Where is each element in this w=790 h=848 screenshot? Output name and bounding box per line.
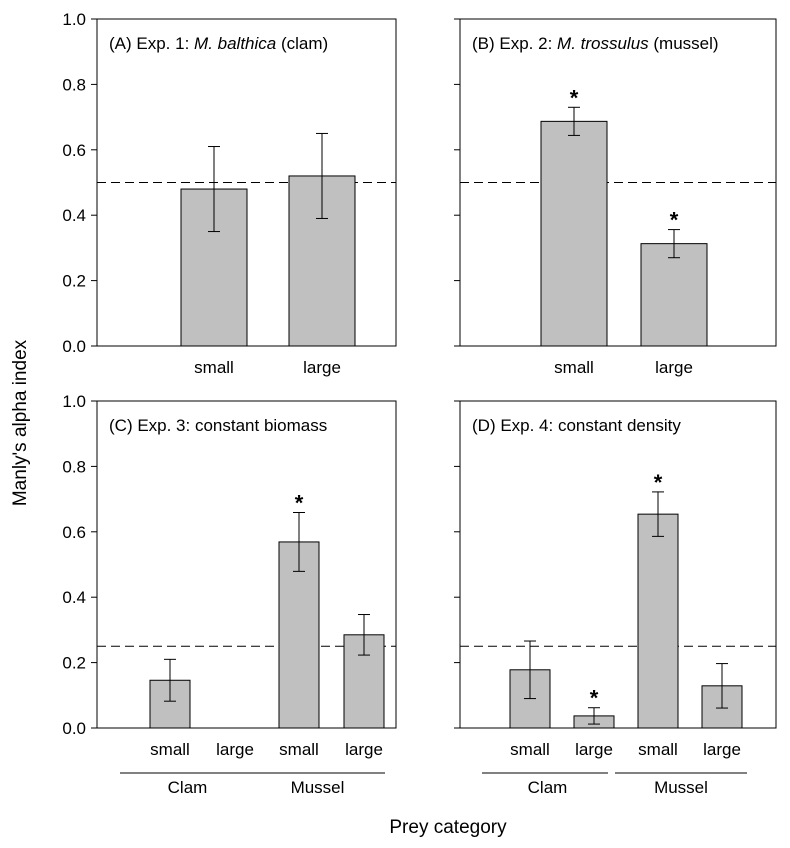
plot-frame-3 xyxy=(459,400,777,729)
significance-marker: * xyxy=(670,208,679,233)
y-tick-label: 0.2 xyxy=(62,654,86,673)
category-label: small xyxy=(638,740,678,759)
x-axis-label: Prey category xyxy=(389,817,507,838)
panel-title: (D) Exp. 4: constant density xyxy=(472,416,681,435)
y-tick-label: 0.8 xyxy=(62,75,86,94)
category-label: small xyxy=(279,740,319,759)
y-tick-label: 0.2 xyxy=(62,272,86,291)
y-tick-label: 1.0 xyxy=(62,392,86,411)
significance-marker: * xyxy=(654,470,663,495)
category-label: large xyxy=(575,740,613,759)
category-label: large xyxy=(303,358,341,377)
y-tick-label: 0.8 xyxy=(62,457,86,476)
bar xyxy=(278,541,320,729)
category-label: small xyxy=(194,358,234,377)
plot-frame-2 xyxy=(96,400,397,729)
significance-marker: * xyxy=(295,491,304,516)
category-label: small xyxy=(510,740,550,759)
group-label: Mussel xyxy=(291,778,345,797)
y-tick-label: 0.6 xyxy=(62,523,86,542)
group-label: Clam xyxy=(528,778,568,797)
y-tick-label: 1.0 xyxy=(62,10,86,29)
y-tick-label: 0.0 xyxy=(62,719,86,738)
category-label: large xyxy=(345,740,383,759)
category-label: small xyxy=(554,358,594,377)
panel-title: (C) Exp. 3: constant biomass xyxy=(109,416,327,435)
y-tick-label: 0.4 xyxy=(62,206,86,225)
category-label: large xyxy=(703,740,741,759)
bar xyxy=(640,243,708,347)
panel-title: (A) Exp. 1: M. balthica (clam) xyxy=(109,34,328,53)
y-tick-label: 0.0 xyxy=(62,337,86,356)
group-label: Mussel xyxy=(654,778,708,797)
bar xyxy=(540,120,608,347)
y-tick-label: 0.6 xyxy=(62,141,86,160)
group-label: Clam xyxy=(168,778,208,797)
category-label: large xyxy=(216,740,254,759)
category-label: small xyxy=(150,740,190,759)
panel-title: (B) Exp. 2: M. trossulus (mussel) xyxy=(472,34,719,53)
significance-marker: * xyxy=(590,686,599,711)
category-label: large xyxy=(655,358,693,377)
y-axis-label: Manly's alpha index xyxy=(10,339,31,506)
y-tick-label: 0.4 xyxy=(62,588,86,607)
significance-marker: * xyxy=(570,85,579,110)
bar xyxy=(637,513,679,729)
